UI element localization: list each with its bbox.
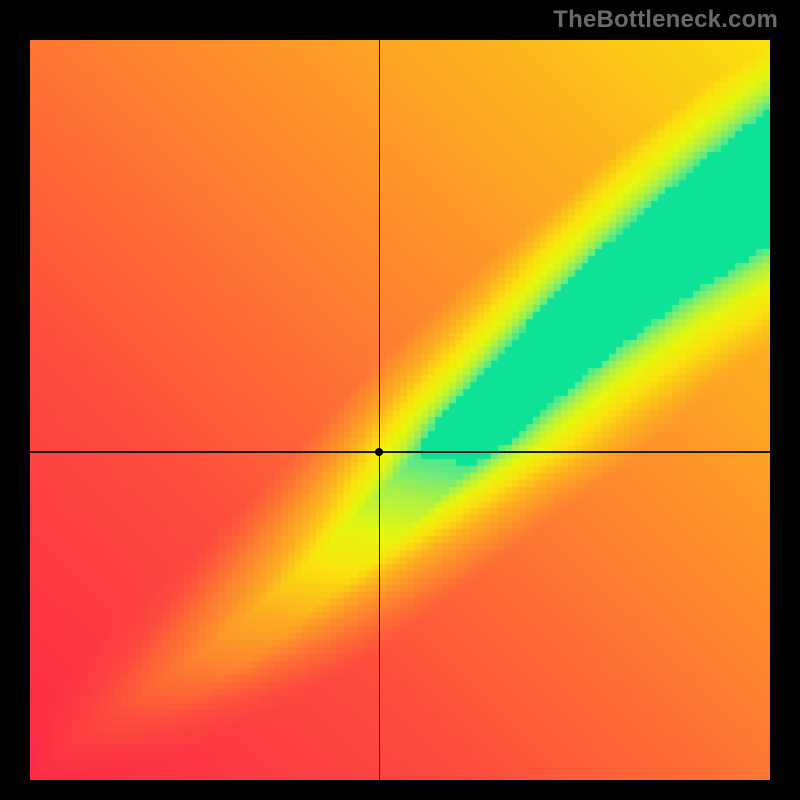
- heatmap-canvas: [30, 40, 770, 780]
- chart-root: TheBottleneck.com: [0, 0, 800, 800]
- crosshair-horizontal: [30, 451, 770, 452]
- crosshair-vertical: [379, 40, 380, 780]
- watermark-text: TheBottleneck.com: [553, 6, 778, 34]
- data-point-marker: [375, 448, 383, 456]
